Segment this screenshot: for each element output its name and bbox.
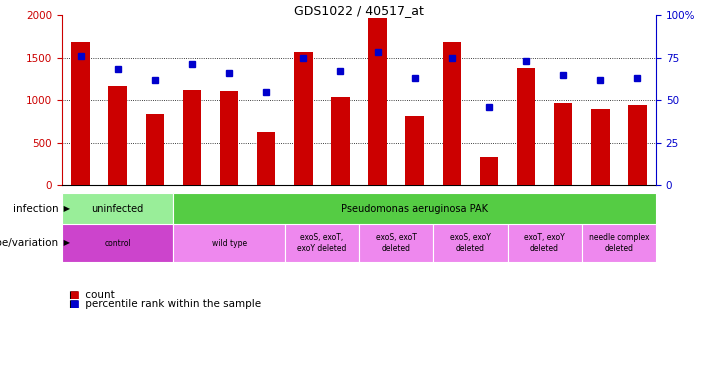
Text: ▶: ▶ — [61, 204, 70, 213]
Bar — [173, 193, 656, 224]
Bar — [433, 224, 508, 262]
Bar — [173, 224, 285, 262]
Bar — [257, 132, 275, 185]
Bar — [368, 18, 387, 185]
Bar — [146, 114, 164, 185]
Text: ▶: ▶ — [61, 238, 70, 248]
Text: genotype/variation: genotype/variation — [0, 238, 58, 248]
Text: GDS1022 / 40517_at: GDS1022 / 40517_at — [294, 4, 424, 17]
Bar — [294, 51, 313, 185]
Text: wild type: wild type — [212, 238, 247, 248]
Bar — [405, 116, 424, 185]
Text: exoS, exoT
deleted: exoS, exoT deleted — [376, 233, 416, 253]
Bar — [109, 86, 127, 185]
Bar — [554, 104, 573, 185]
Bar — [331, 97, 350, 185]
Text: control: control — [104, 238, 131, 248]
Bar — [62, 224, 173, 262]
Text: needle complex
deleted: needle complex deleted — [589, 233, 649, 253]
Bar — [285, 224, 359, 262]
Bar — [220, 91, 238, 185]
Text: uninfected: uninfected — [92, 204, 144, 213]
Bar — [62, 193, 173, 224]
Bar — [72, 42, 90, 185]
Text: Pseudomonas aeruginosa PAK: Pseudomonas aeruginosa PAK — [341, 204, 488, 213]
Bar — [517, 68, 536, 185]
Bar — [591, 110, 610, 185]
Text: exoS, exoT,
exoY deleted: exoS, exoT, exoY deleted — [297, 233, 346, 253]
Bar — [628, 105, 647, 185]
Text: ■: ■ — [69, 290, 79, 300]
Text: exoT, exoY
deleted: exoT, exoY deleted — [524, 233, 565, 253]
Bar — [442, 42, 461, 185]
Text: ■  percentile rank within the sample: ■ percentile rank within the sample — [69, 299, 261, 309]
Bar — [582, 224, 656, 262]
Text: ■  count: ■ count — [69, 290, 115, 300]
Text: infection: infection — [13, 204, 58, 213]
Bar — [183, 90, 201, 185]
Text: exoS, exoY
deleted: exoS, exoY deleted — [450, 233, 491, 253]
Text: ■: ■ — [69, 299, 79, 309]
Bar — [359, 224, 433, 262]
Bar — [508, 224, 582, 262]
Bar — [479, 157, 498, 185]
